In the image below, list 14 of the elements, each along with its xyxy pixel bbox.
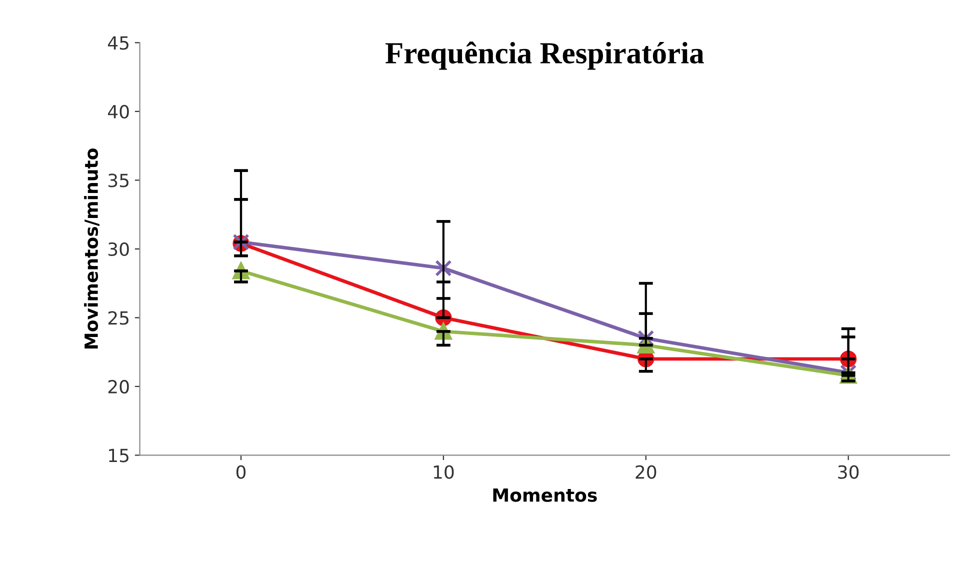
- y-tick-label: 35: [108, 174, 128, 188]
- y-tick-label: 45: [108, 36, 128, 50]
- y-tick-label: 30: [108, 242, 129, 256]
- x-tick-label: 30: [838, 465, 859, 479]
- y-tick-label: 25: [108, 311, 128, 325]
- chart-title: Frequência Respiratória: [385, 42, 704, 70]
- x-tick-label: 10: [434, 465, 454, 479]
- y-tick-label: 40: [108, 104, 129, 119]
- x-tick-label: 20: [636, 465, 656, 479]
- x-axis-title: Momentos: [493, 488, 597, 502]
- x-tick-label: 0: [236, 465, 246, 479]
- y-tick-label: 15: [109, 448, 128, 462]
- y-tick-label: 20: [108, 380, 129, 394]
- y-axis-title: Movimentos/minuto: [84, 148, 100, 348]
